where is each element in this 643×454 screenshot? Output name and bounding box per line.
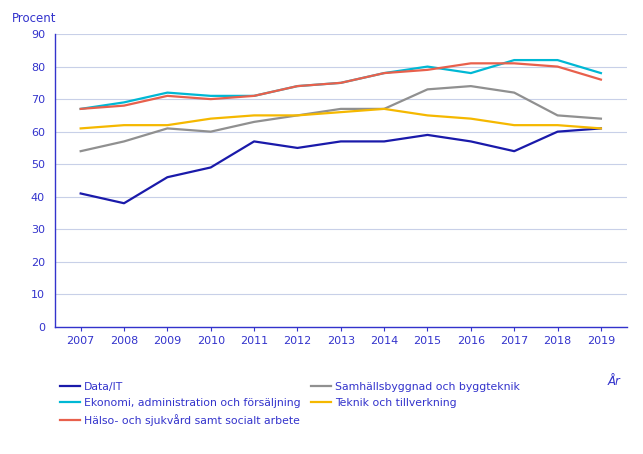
Data/IT [294,145,302,151]
Ekonomi, administration och försäljning [77,106,84,112]
Ekonomi, administration och försäljning [597,70,605,76]
Hälso- och sjukvård samt socialt arbete [467,60,475,66]
Hälso- och sjukvård samt socialt arbete [163,93,171,99]
Data/IT [337,138,345,144]
Hälso- och sjukvård samt socialt arbete [294,84,302,89]
Data/IT [163,174,171,180]
Teknik och tillverkning [250,113,258,118]
Teknik och tillverkning [467,116,475,121]
Text: År: År [608,375,620,388]
Teknik och tillverkning [554,123,561,128]
Teknik och tillverkning [380,106,388,112]
Samhällsbyggnad och byggteknik [337,106,345,112]
Hälso- och sjukvård samt socialt arbete [250,93,258,99]
Teknik och tillverkning [77,126,84,131]
Ekonomi, administration och försäljning [250,93,258,99]
Data/IT [511,148,518,154]
Teknik och tillverkning [207,116,215,121]
Samhällsbyggnad och byggteknik [294,113,302,118]
Hälso- och sjukvård samt socialt arbete [597,77,605,82]
Samhällsbyggnad och byggteknik [424,87,431,92]
Samhällsbyggnad och byggteknik [77,148,84,154]
Samhällsbyggnad och byggteknik [250,119,258,124]
Ekonomi, administration och försäljning [337,80,345,85]
Line: Samhällsbyggnad och byggteknik: Samhällsbyggnad och byggteknik [80,86,601,151]
Ekonomi, administration och försäljning [207,93,215,99]
Ekonomi, administration och försäljning [511,57,518,63]
Line: Ekonomi, administration och försäljning: Ekonomi, administration och försäljning [80,60,601,109]
Hälso- och sjukvård samt socialt arbete [207,96,215,102]
Data/IT [467,138,475,144]
Ekonomi, administration och försäljning [467,70,475,76]
Ekonomi, administration och försäljning [554,57,561,63]
Data/IT [207,165,215,170]
Hälso- och sjukvård samt socialt arbete [511,60,518,66]
Data/IT [120,201,128,206]
Samhällsbyggnad och byggteknik [467,84,475,89]
Ekonomi, administration och försäljning [424,64,431,69]
Hälso- och sjukvård samt socialt arbete [380,70,388,76]
Data/IT [77,191,84,196]
Data/IT [380,138,388,144]
Teknik och tillverkning [511,123,518,128]
Line: Data/IT: Data/IT [80,128,601,203]
Data/IT [554,129,561,134]
Samhällsbyggnad och byggteknik [511,90,518,95]
Samhällsbyggnad och byggteknik [554,113,561,118]
Line: Teknik och tillverkning: Teknik och tillverkning [80,109,601,128]
Hälso- och sjukvård samt socialt arbete [424,67,431,73]
Teknik och tillverkning [294,113,302,118]
Ekonomi, administration och försäljning [120,99,128,105]
Teknik och tillverkning [597,126,605,131]
Ekonomi, administration och försäljning [163,90,171,95]
Teknik och tillverkning [163,123,171,128]
Teknik och tillverkning [120,123,128,128]
Hälso- och sjukvård samt socialt arbete [554,64,561,69]
Hälso- och sjukvård samt socialt arbete [77,106,84,112]
Samhällsbyggnad och byggteknik [163,126,171,131]
Data/IT [597,126,605,131]
Text: Procent: Procent [12,12,56,25]
Samhällsbyggnad och byggteknik [380,106,388,112]
Ekonomi, administration och försäljning [294,84,302,89]
Line: Hälso- och sjukvård samt socialt arbete: Hälso- och sjukvård samt socialt arbete [80,63,601,109]
Legend: Data/IT, Ekonomi, administration och försäljning, Hälso- och sjukvård samt socia: Data/IT, Ekonomi, administration och för… [60,382,520,426]
Samhällsbyggnad och byggteknik [207,129,215,134]
Hälso- och sjukvård samt socialt arbete [337,80,345,85]
Ekonomi, administration och försäljning [380,70,388,76]
Data/IT [250,138,258,144]
Teknik och tillverkning [337,109,345,115]
Data/IT [424,132,431,138]
Hälso- och sjukvård samt socialt arbete [120,103,128,109]
Samhällsbyggnad och byggteknik [120,138,128,144]
Teknik och tillverkning [424,113,431,118]
Samhällsbyggnad och byggteknik [597,116,605,121]
